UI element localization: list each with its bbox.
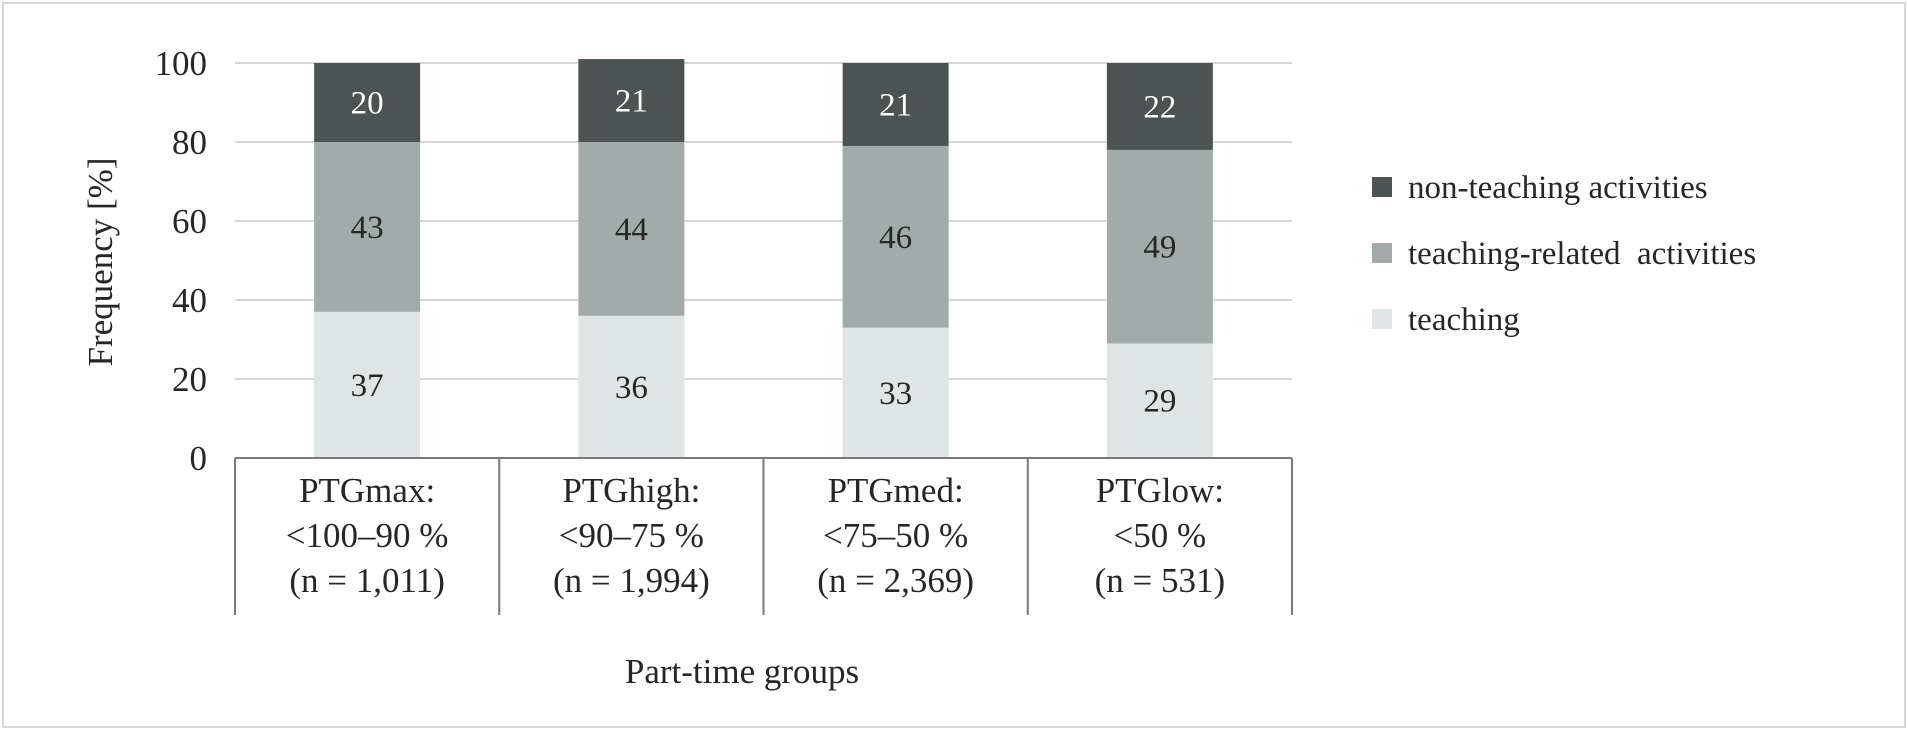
y-tick-label: 40 [172, 281, 207, 320]
x-tick-label: PTGlow: [1096, 471, 1224, 510]
data-label: 43 [351, 210, 384, 246]
x-tick-label: (n = 1,994) [553, 561, 710, 600]
legend-entry: teaching [1408, 302, 1520, 338]
bar-segment-teaching [578, 315, 685, 458]
data-label: 21 [615, 84, 648, 120]
x-tick-label: (n = 2,369) [817, 561, 974, 600]
legend-swatch [1372, 177, 1392, 197]
legend-swatch [1372, 309, 1392, 329]
data-label: 36 [615, 370, 648, 406]
legend-entry: non-teaching activities [1408, 170, 1708, 206]
data-label: 37 [351, 368, 384, 404]
bar-segment-teaching-related-activities [842, 145, 949, 328]
data-label: 33 [879, 376, 912, 412]
x-axis-title: Part-time groups [625, 652, 859, 691]
bar-segment-non-teaching-activities [1106, 63, 1213, 150]
x-tick-label: <50 % [1114, 516, 1207, 555]
y-tick-label: 100 [155, 44, 208, 83]
bar-segment-teaching-related-activities [1106, 149, 1213, 344]
legend-entry: teaching-related activities [1408, 236, 1756, 272]
data-label: 29 [1143, 384, 1176, 420]
y-tick-label: 20 [172, 360, 207, 399]
x-tick-label: <90–75 % [559, 516, 704, 555]
axis-layer: 0 20 40 60 80 100 PTGmax: <100–90 % (n = 1,011) P… [155, 44, 1293, 615]
x-tick-label: (n = 1,011) [289, 561, 445, 600]
data-label: 21 [879, 87, 912, 123]
data-label: 22 [1143, 89, 1176, 125]
legend: non-teaching activities teaching-related … [1372, 170, 1756, 338]
bar-segment-non-teaching-activities [314, 63, 421, 142]
x-tick-label: <75–50 % [823, 516, 968, 555]
y-tick-label: 0 [190, 439, 208, 478]
bar-segment-teaching [1106, 343, 1213, 458]
y-tick-label: 60 [172, 202, 207, 241]
x-tick-label: PTGmed: [828, 471, 964, 510]
x-tick-label: <100–90 % [286, 516, 449, 555]
y-tick-label: 80 [172, 123, 207, 162]
data-label: 44 [615, 212, 648, 248]
bar-segment-teaching [314, 311, 421, 458]
x-tick-label: (n = 531) [1095, 561, 1226, 600]
bar-segment-teaching-related-activities [314, 142, 421, 312]
data-label: 49 [1143, 230, 1176, 266]
bar-segment-non-teaching-activities [842, 63, 949, 146]
bar-segment-teaching-related-activities [578, 142, 685, 316]
legend-swatch [1372, 243, 1392, 263]
data-label: 46 [879, 220, 912, 256]
bar-segment-non-teaching-activities [578, 59, 685, 142]
data-label: 20 [351, 86, 384, 122]
y-axis-title: Frequency [%] [81, 158, 120, 367]
bars-layer: 37 43 20 36 44 21 33 46 21 29 49 22 [314, 59, 1213, 458]
x-tick-label: PTGmax: [299, 471, 435, 510]
x-tick-label: PTGhigh: [562, 471, 700, 510]
bar-segment-teaching [842, 327, 949, 458]
